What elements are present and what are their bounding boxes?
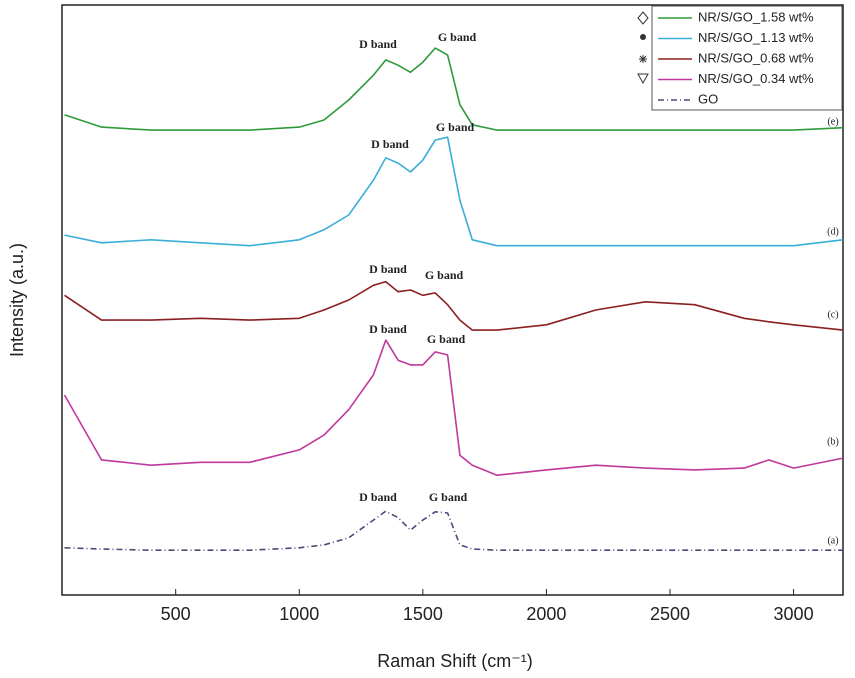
series-line — [64, 47, 844, 131]
series-line — [64, 510, 843, 551]
legend-marker — [637, 11, 649, 25]
legend-label: NR/S/GO_0.34 wt% — [698, 71, 814, 86]
x-tick-label: 1500 — [403, 604, 443, 624]
band-annotation: D band — [359, 490, 397, 504]
x-tick-label: 2500 — [650, 604, 690, 624]
series-line — [64, 136, 844, 247]
curve-label: (e) — [827, 116, 838, 127]
x-tick-label: 3000 — [774, 604, 814, 624]
band-annotation: D band — [369, 262, 407, 276]
band-annotation: G band — [436, 120, 475, 134]
legend-label: NR/S/GO_1.58 wt% — [698, 9, 814, 24]
band-annotation: D band — [359, 37, 397, 51]
x-tick-label: 500 — [161, 604, 191, 624]
legend-marker — [640, 34, 646, 40]
legend-box — [651, 5, 843, 111]
legend-label: NR/S/GO_0.68 wt% — [698, 50, 814, 65]
x-tick-label: 2000 — [526, 604, 566, 624]
band-annotation: G band — [425, 268, 464, 282]
y-axis-title: Intensity (a.u.) — [7, 243, 27, 357]
plot-frame — [61, 4, 844, 596]
x-tick-label: 1000 — [279, 604, 319, 624]
band-annotation: D band — [369, 322, 407, 336]
band-annotation: G band — [427, 332, 466, 346]
band-annotation: G band — [438, 30, 477, 44]
curve-label: (c) — [827, 309, 838, 320]
curve-label: (b) — [827, 436, 839, 447]
band-annotation: D band — [371, 137, 409, 151]
series-line — [64, 280, 844, 331]
x-axis-title: Raman Shift (cm⁻¹) — [377, 651, 533, 671]
legend-label: NR/S/GO_1.13 wt% — [698, 30, 814, 45]
series-line — [63, 339, 844, 476]
legend-marker — [637, 73, 649, 85]
legend-marker — [639, 55, 647, 63]
curve-label: (a) — [827, 535, 838, 546]
legend-label: GO — [698, 91, 718, 106]
curve-label: (d) — [827, 226, 839, 237]
band-annotation: G band — [429, 490, 468, 504]
